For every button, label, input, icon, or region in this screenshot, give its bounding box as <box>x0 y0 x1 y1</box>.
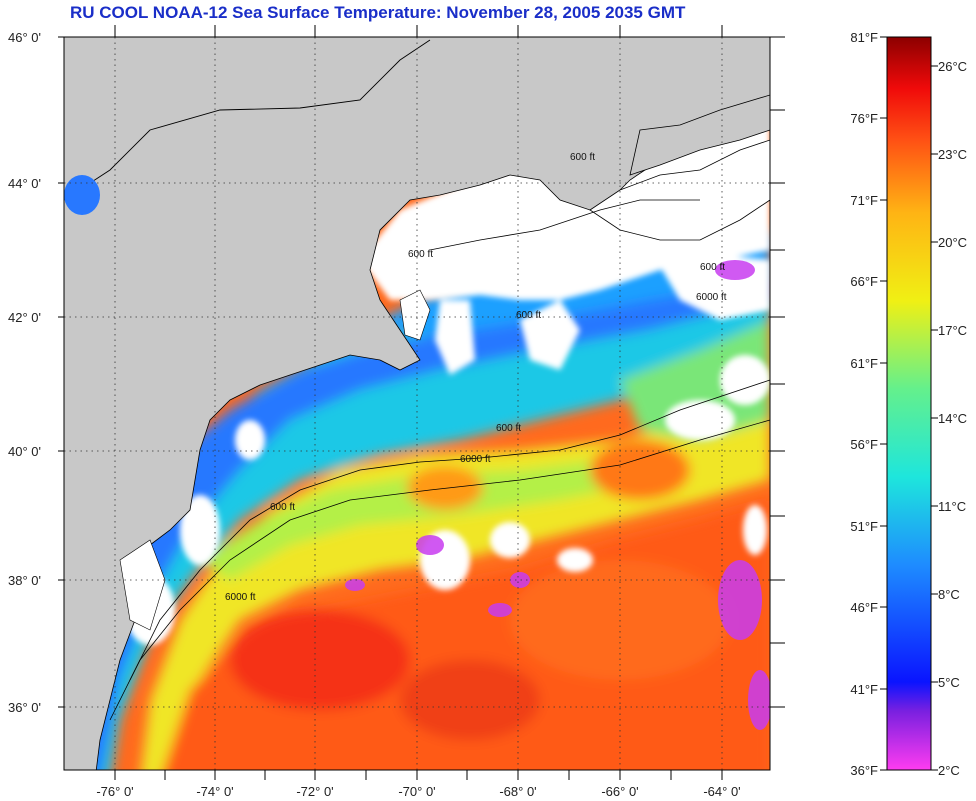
colorbar-c-label: 5°C <box>938 675 960 690</box>
colorbar-f-label: 41°F <box>850 682 878 697</box>
map-plot-area: 600 ft 600 ft 600 ft 6000 ft 600 ft 600 … <box>64 37 770 770</box>
contour-label: 6000 ft <box>225 592 256 603</box>
colorbar-c-label: 8°C <box>938 587 960 602</box>
contour-label: 600 ft <box>270 502 295 513</box>
colorbar-f-label: 46°F <box>850 600 878 615</box>
lon-label: -68° 0' <box>499 784 536 799</box>
colorbar-f-label: 56°F <box>850 437 878 452</box>
lake-champlain-pixel <box>64 175 100 215</box>
map-title: RU COOL NOAA-12 Sea Surface Temperature:… <box>70 3 686 22</box>
contour-label: 6000 ft <box>460 454 491 465</box>
colorbar-c-label: 14°C <box>938 411 967 426</box>
lon-label: -66° 0' <box>601 784 638 799</box>
contour-label: 600 ft <box>700 262 725 273</box>
colorbar-c-label: 2°C <box>938 763 960 778</box>
colorbar-f-label: 81°F <box>850 30 878 45</box>
lon-label: -70° 0' <box>398 784 435 799</box>
colorbar-f-label: 71°F <box>850 193 878 208</box>
contour-label: 600 ft <box>408 249 433 260</box>
colorbar-c-label: 11°C <box>938 499 966 514</box>
colorbar-c-label: 20°C <box>938 235 967 250</box>
colorbar-f-label: 51°F <box>850 519 878 534</box>
colorbar-ticks <box>880 36 938 771</box>
colorbar: 81°F 76°F 71°F 66°F 61°F 56°F 51°F 46°F … <box>850 30 967 778</box>
lon-label: -64° 0' <box>703 784 740 799</box>
map-gridlines <box>64 37 770 770</box>
colorbar-c-label: 17°C <box>938 323 967 338</box>
lon-label: -74° 0' <box>196 784 233 799</box>
nova-scotia <box>589 139 770 241</box>
contour-label: 6000 ft <box>696 292 727 303</box>
border-line <box>64 39 431 201</box>
new-brunswick <box>629 94 770 176</box>
lon-label: -76° 0' <box>96 784 133 799</box>
lat-label: 40° 0' <box>8 444 41 459</box>
lat-label: 46° 0' <box>8 30 41 45</box>
lat-label: 42° 0' <box>8 310 41 325</box>
colorbar-f-label: 61°F <box>850 356 878 371</box>
map-ticks <box>58 25 785 780</box>
bathymetry-contours <box>109 199 770 721</box>
lat-label: 36° 0' <box>8 700 41 715</box>
colorbar-c-label: 23°C <box>938 147 967 162</box>
contour-label: 600 ft <box>516 310 541 321</box>
colorbar-f-label: 76°F <box>850 111 878 126</box>
contour-label: 600 ft <box>570 152 595 163</box>
colorbar-f-label: 36°F <box>850 763 878 778</box>
contour-label: 600 ft <box>496 423 521 434</box>
lat-label: 38° 0' <box>8 573 41 588</box>
lat-label: 44° 0' <box>8 176 41 191</box>
colorbar-gradient <box>886 36 932 771</box>
colorbar-c-label: 26°C <box>938 59 967 74</box>
colorbar-f-label: 66°F <box>850 274 878 289</box>
lon-label: -72° 0' <box>296 784 333 799</box>
